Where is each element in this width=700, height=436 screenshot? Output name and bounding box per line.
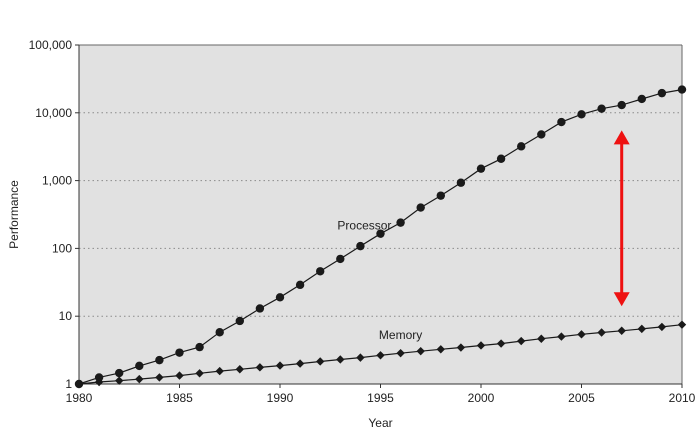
- processor-point: [517, 142, 526, 151]
- memory-point: [597, 328, 606, 337]
- memory-point: [316, 357, 325, 366]
- processor-point: [195, 342, 204, 352]
- processor-point: [657, 88, 667, 98]
- x-tick-label: 2010: [669, 391, 696, 405]
- processor-point: [456, 178, 466, 187]
- memory-point: [617, 326, 626, 335]
- processor-point: [537, 130, 546, 139]
- y-tick-label: 1,000: [42, 174, 72, 188]
- memory-point: [376, 351, 385, 360]
- y-tick-label: 100: [52, 241, 72, 255]
- processor-point: [135, 361, 144, 371]
- processor-point: [215, 328, 224, 337]
- processor-point: [376, 229, 385, 238]
- processor-point: [476, 164, 486, 173]
- processor-point: [577, 110, 586, 119]
- memory-point: [94, 377, 104, 387]
- processor-point: [396, 218, 405, 227]
- memory-point: [215, 366, 224, 376]
- memory-point: [637, 324, 646, 334]
- processor-point: [436, 191, 445, 200]
- memory-point: [356, 353, 365, 362]
- memory-point: [396, 348, 405, 358]
- y-axis-title: Performance: [7, 180, 21, 249]
- processor-point: [255, 304, 265, 313]
- memory-point: [657, 322, 667, 332]
- processor-point: [356, 241, 365, 251]
- memory-point: [295, 359, 305, 368]
- processor-point: [496, 154, 506, 163]
- memory-point: [476, 341, 486, 350]
- memory-point: [677, 320, 687, 329]
- y-tick-label: 10,000: [35, 106, 72, 120]
- processor-point: [275, 293, 285, 302]
- memory-point: [577, 330, 586, 339]
- plot-area: [79, 45, 682, 384]
- memory-point: [175, 371, 184, 380]
- memory-point: [255, 363, 265, 372]
- y-tick-label: 10: [59, 309, 73, 323]
- y-tick-label: 100,000: [29, 38, 73, 52]
- processor-point: [175, 348, 184, 357]
- memory-point: [115, 376, 124, 385]
- x-tick-label: 1985: [166, 391, 193, 405]
- memory-point: [557, 332, 566, 341]
- processor-point: [316, 267, 325, 276]
- memory-point: [436, 345, 445, 354]
- x-tick-label: 2005: [568, 391, 595, 405]
- memory-point: [275, 361, 285, 370]
- x-axis-title: Year: [368, 416, 392, 430]
- gap-arrow-head-up: [613, 130, 630, 145]
- processor-point: [637, 94, 646, 104]
- x-tick-label: 1995: [367, 391, 394, 405]
- processor-point: [597, 104, 606, 113]
- memory-point: [496, 339, 506, 348]
- processor-point: [336, 254, 345, 264]
- x-tick-label: 1990: [267, 391, 294, 405]
- memory-point: [537, 334, 546, 343]
- processor-point: [155, 355, 164, 365]
- processor-point: [557, 117, 566, 127]
- x-tick-label: 1980: [66, 391, 93, 405]
- memory-point: [517, 336, 526, 346]
- gap-arrow-head-down: [613, 292, 630, 307]
- memory-series-label: Memory: [379, 328, 422, 342]
- memory-point: [456, 343, 466, 352]
- processor-point: [677, 85, 687, 94]
- processor-point: [617, 100, 626, 110]
- memory-point: [195, 369, 204, 378]
- memory-point: [135, 374, 144, 384]
- memory-point: [336, 355, 345, 364]
- x-tick-label: 2000: [468, 391, 495, 405]
- memory-point: [235, 365, 244, 374]
- processor-point: [295, 280, 305, 290]
- y-tick-label: 1: [65, 377, 72, 391]
- memory-point: [74, 379, 84, 389]
- memory-point: [416, 346, 425, 356]
- processor-point: [115, 368, 124, 378]
- processor-point: [416, 203, 425, 212]
- processor-point: [94, 373, 104, 382]
- memory-point: [155, 373, 164, 382]
- processor-series-label: Processor: [337, 219, 391, 233]
- processor-point: [235, 316, 244, 326]
